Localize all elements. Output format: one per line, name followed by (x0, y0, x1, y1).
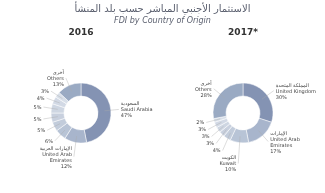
svg-text:3%: 3% (202, 133, 210, 139)
html-text:2016: 2016 (68, 27, 94, 37)
html-text:الاستثمار الأجنبي المباشر حسب: الاستثمار الأجنبي المباشر حسب بلد المنشأ (74, 3, 251, 14)
svg-text:الكويتKuwait10%: الكويتKuwait10% (220, 154, 237, 172)
svg-text:3%: 3% (206, 140, 214, 146)
html-text:FDI by Country of Origin: FDI by Country of Origin (114, 16, 211, 25)
svg-text:الإمارات العربيةUnited ArabEmi: الإمارات العربيةUnited ArabEmirates12% (40, 145, 73, 169)
svg-text:أخرىOthers28%: أخرىOthers28% (195, 80, 212, 98)
svg-text:5%: 5% (37, 127, 45, 133)
svg-text:2%: 2% (196, 119, 204, 125)
svg-text:3%: 3% (41, 88, 49, 94)
svg-text:4%: 4% (213, 147, 221, 153)
svg-text:الإماراتUnited ArabEmirates17%: الإماراتUnited ArabEmirates17% (270, 130, 300, 154)
svg-text:6%: 6% (45, 138, 53, 144)
svg-text:5%: 5% (34, 116, 42, 122)
svg-text:5%: 5% (34, 104, 42, 110)
svg-text:3%: 3% (198, 126, 206, 132)
svg-text:السعوديةSaudi Arabia47%: السعوديةSaudi Arabia47% (121, 100, 153, 118)
svg-text:أخرىOthers13%: أخرىOthers13% (47, 69, 64, 87)
svg-text:4%: 4% (37, 95, 45, 101)
html-text:2017*: 2017* (228, 27, 258, 37)
svg-text:المملكة المتحدةUnited Kingdom3: المملكة المتحدةUnited Kingdom30% (276, 82, 316, 100)
